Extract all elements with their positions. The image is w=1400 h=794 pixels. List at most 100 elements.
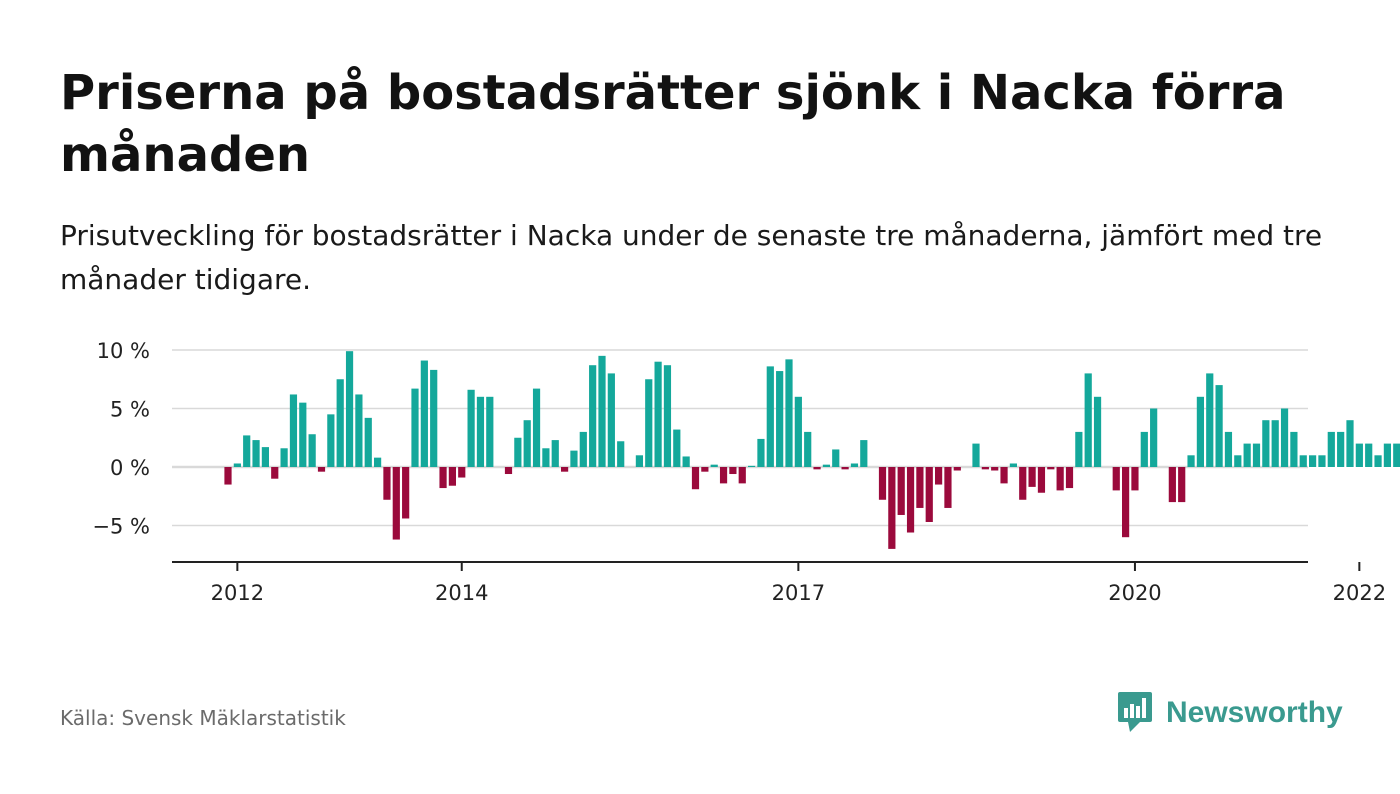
bar xyxy=(981,467,989,470)
bar xyxy=(1262,420,1270,467)
bar xyxy=(467,389,475,467)
bar xyxy=(1112,467,1120,491)
bar xyxy=(383,467,391,500)
bar xyxy=(785,359,793,467)
bar xyxy=(953,467,961,471)
bar xyxy=(654,361,662,467)
bar xyxy=(776,371,784,467)
bar xyxy=(1224,431,1233,467)
bar xyxy=(579,431,587,467)
bar xyxy=(1206,373,1214,467)
bar xyxy=(1271,420,1279,467)
bar xyxy=(813,467,821,470)
bar xyxy=(925,467,933,522)
bar xyxy=(1084,373,1092,467)
bar xyxy=(1374,455,1382,467)
bar xyxy=(374,457,382,467)
bar xyxy=(1243,443,1251,467)
bar xyxy=(878,467,887,500)
bar xyxy=(691,467,700,490)
bar xyxy=(635,455,643,467)
bar xyxy=(897,467,905,515)
bar xyxy=(1131,467,1139,491)
x-tick-label: 2022 xyxy=(1333,581,1386,605)
bar xyxy=(551,440,559,467)
x-tick-label: 2017 xyxy=(772,581,825,605)
bar xyxy=(991,467,999,471)
bar xyxy=(1122,467,1130,538)
bar xyxy=(710,464,718,467)
bar xyxy=(411,388,419,467)
bar xyxy=(1075,431,1083,467)
bar xyxy=(542,448,550,467)
bar xyxy=(841,467,849,470)
bar xyxy=(289,394,298,467)
bar xyxy=(364,417,372,467)
bar xyxy=(850,463,859,467)
bar xyxy=(299,402,307,467)
bar xyxy=(589,365,597,467)
bar xyxy=(1234,455,1242,467)
bar xyxy=(748,465,756,467)
bar xyxy=(804,431,812,467)
brand-name: Newsworthy xyxy=(1166,696,1343,729)
bar xyxy=(1028,467,1036,487)
bar xyxy=(1290,431,1298,467)
bar xyxy=(430,369,438,467)
x-tick-label: 2012 xyxy=(211,581,264,605)
bar xyxy=(729,467,737,475)
bar xyxy=(935,467,943,485)
bar xyxy=(1196,396,1204,467)
bar xyxy=(1178,467,1186,503)
bar xyxy=(1252,443,1261,467)
bar xyxy=(832,449,840,467)
bar xyxy=(766,366,774,467)
bar xyxy=(1056,467,1064,491)
chart-title: Priserna på bostadsrätter sjönk i Nacka … xyxy=(60,65,1286,183)
bar xyxy=(645,379,653,467)
bar xyxy=(532,388,541,467)
bar xyxy=(1065,467,1074,489)
brand-logo[interactable]: Newsworthy xyxy=(1118,690,1343,736)
bar xyxy=(1047,467,1055,470)
bar xyxy=(1037,467,1046,493)
chart-subtitle: Prisutveckling för bostadsrätter i Nacka… xyxy=(60,219,1323,296)
bar xyxy=(860,440,868,467)
x-tick-label: 2020 xyxy=(1108,581,1161,605)
bar xyxy=(252,440,260,467)
bar xyxy=(355,394,363,467)
bar xyxy=(972,443,980,467)
bar xyxy=(1000,467,1008,484)
bar xyxy=(1393,443,1400,467)
bar xyxy=(663,365,672,467)
bar xyxy=(757,438,765,467)
bar xyxy=(1318,455,1326,467)
bar xyxy=(701,467,709,472)
bar xyxy=(523,420,531,467)
y-tick-label: 0 % xyxy=(110,456,150,480)
bar xyxy=(1168,467,1176,503)
bar xyxy=(1309,455,1317,467)
bar xyxy=(439,467,447,489)
bar xyxy=(336,379,344,467)
y-tick-label: 10 % xyxy=(97,339,150,363)
bar xyxy=(1150,408,1158,467)
y-tick-label: 5 % xyxy=(110,398,150,422)
bar xyxy=(271,467,279,479)
bar xyxy=(1140,431,1148,467)
bar xyxy=(888,467,896,549)
bar xyxy=(327,414,335,467)
bar xyxy=(916,467,924,508)
bar xyxy=(1280,408,1289,467)
bar xyxy=(794,396,802,467)
bar xyxy=(906,467,915,533)
bar xyxy=(476,396,485,467)
bar xyxy=(308,434,316,467)
bar xyxy=(822,464,830,467)
x-tick-label: 2014 xyxy=(435,581,488,605)
bar xyxy=(420,360,428,467)
bar xyxy=(682,456,690,467)
bar xyxy=(1355,443,1363,467)
